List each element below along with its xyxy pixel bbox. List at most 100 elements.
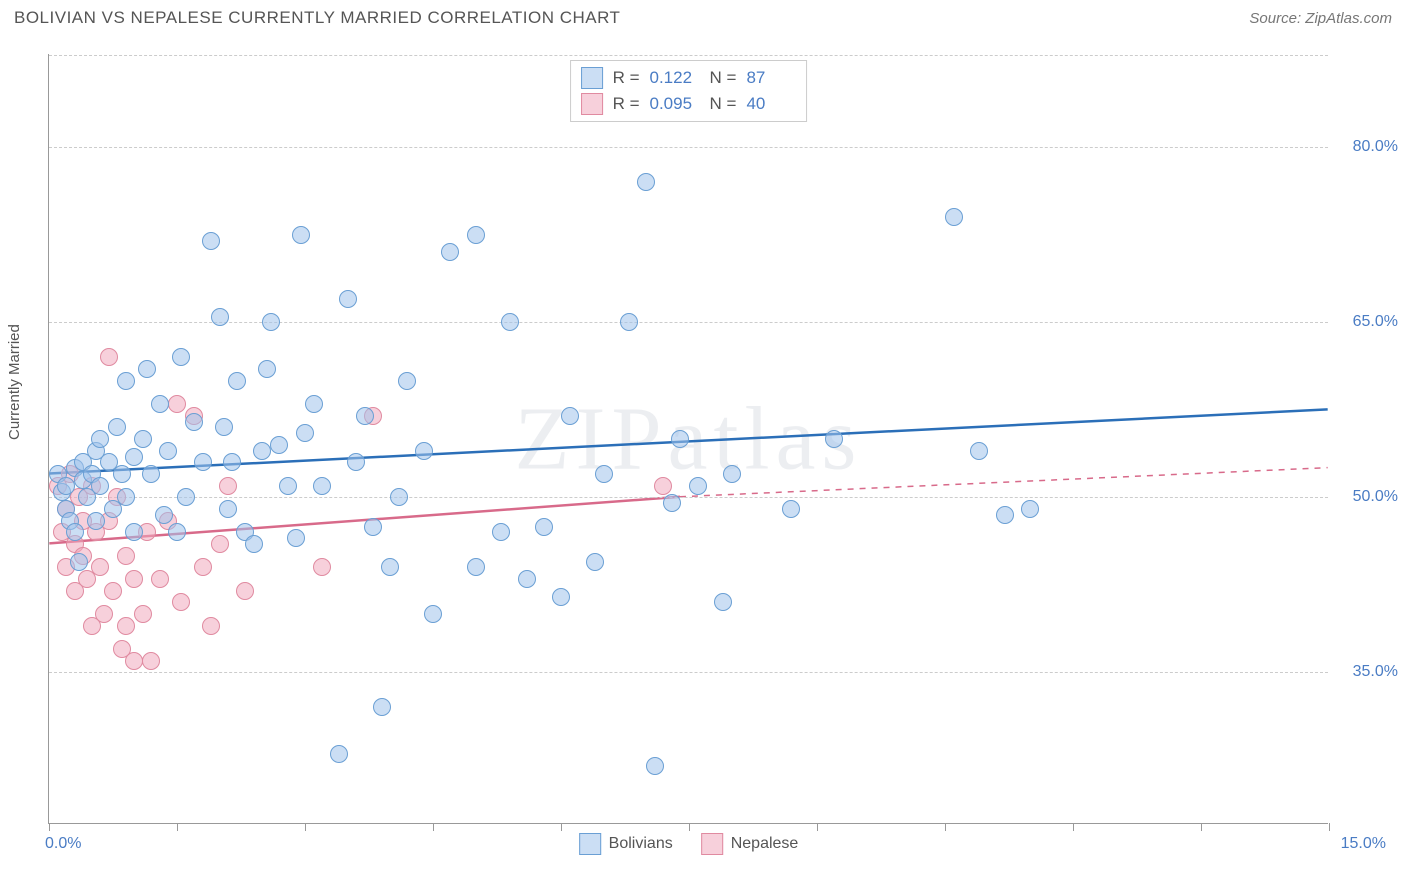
x-axis-max-label: 15.0%: [1341, 835, 1386, 853]
data-point-bolivians: [305, 395, 323, 413]
data-point-bolivians: [339, 290, 357, 308]
data-point-nepalese: [202, 617, 220, 635]
y-tick-label: 65.0%: [1338, 313, 1398, 331]
data-point-bolivians: [57, 477, 75, 495]
data-point-bolivians: [970, 442, 988, 460]
data-point-bolivians: [492, 523, 510, 541]
data-point-bolivians: [586, 553, 604, 571]
data-point-bolivians: [364, 518, 382, 536]
data-point-bolivians: [142, 465, 160, 483]
data-point-bolivians: [66, 523, 84, 541]
data-point-bolivians: [535, 518, 553, 536]
data-point-bolivians: [825, 430, 843, 448]
data-point-bolivians: [185, 413, 203, 431]
legend-row-bolivians: R = 0.122 N = 87: [581, 65, 797, 91]
y-axis-label: Currently Married: [6, 324, 23, 440]
data-point-bolivians: [671, 430, 689, 448]
data-point-bolivians: [258, 360, 276, 378]
data-point-bolivians: [159, 442, 177, 460]
data-point-nepalese: [134, 605, 152, 623]
data-point-nepalese: [654, 477, 672, 495]
x-tick: [817, 823, 818, 831]
data-point-bolivians: [172, 348, 190, 366]
data-point-bolivians: [87, 512, 105, 530]
data-point-bolivians: [262, 313, 280, 331]
data-point-bolivians: [689, 477, 707, 495]
data-point-bolivians: [270, 436, 288, 454]
data-point-bolivians: [381, 558, 399, 576]
legend-item-nepalese: Nepalese: [701, 833, 799, 855]
data-point-bolivians: [70, 553, 88, 571]
x-tick: [305, 823, 306, 831]
data-point-nepalese: [117, 547, 135, 565]
data-point-nepalese: [168, 395, 186, 413]
data-point-bolivians: [215, 418, 233, 436]
data-point-bolivians: [168, 523, 186, 541]
x-axis-min-label: 0.0%: [45, 835, 81, 853]
data-point-bolivians: [228, 372, 246, 390]
y-tick-label: 80.0%: [1338, 138, 1398, 156]
data-point-bolivians: [467, 558, 485, 576]
data-point-nepalese: [117, 617, 135, 635]
gridline: [49, 497, 1328, 498]
data-point-bolivians: [245, 535, 263, 553]
data-point-bolivians: [279, 477, 297, 495]
data-point-bolivians: [552, 588, 570, 606]
data-point-bolivians: [313, 477, 331, 495]
data-point-bolivians: [134, 430, 152, 448]
data-point-bolivians: [91, 430, 109, 448]
gridline: [49, 672, 1328, 673]
data-point-bolivians: [253, 442, 271, 460]
x-tick: [49, 823, 50, 831]
x-tick: [561, 823, 562, 831]
data-point-bolivians: [723, 465, 741, 483]
data-point-bolivians: [177, 488, 195, 506]
chart-header: BOLIVIAN VS NEPALESE CURRENTLY MARRIED C…: [0, 0, 1406, 34]
data-point-bolivians: [561, 407, 579, 425]
data-point-bolivians: [113, 465, 131, 483]
data-point-bolivians: [108, 418, 126, 436]
data-point-nepalese: [95, 605, 113, 623]
data-point-bolivians: [996, 506, 1014, 524]
data-point-bolivians: [782, 500, 800, 518]
x-tick: [177, 823, 178, 831]
data-point-bolivians: [155, 506, 173, 524]
data-point-bolivians: [398, 372, 416, 390]
data-point-bolivians: [637, 173, 655, 191]
x-tick: [433, 823, 434, 831]
x-tick: [1073, 823, 1074, 831]
data-point-bolivians: [390, 488, 408, 506]
legend-swatch-icon: [701, 833, 723, 855]
scatter-plot-area: ZIPatlas R = 0.122 N = 87 R = 0.095 N = …: [48, 54, 1328, 824]
x-tick: [945, 823, 946, 831]
data-point-bolivians: [518, 570, 536, 588]
correlation-legend: R = 0.122 N = 87 R = 0.095 N = 40: [570, 60, 808, 122]
data-point-bolivians: [117, 488, 135, 506]
data-point-bolivians: [467, 226, 485, 244]
data-point-bolivians: [292, 226, 310, 244]
data-point-bolivians: [223, 453, 241, 471]
data-point-bolivians: [646, 757, 664, 775]
y-tick-label: 50.0%: [1338, 488, 1398, 506]
data-point-nepalese: [125, 570, 143, 588]
data-point-nepalese: [151, 570, 169, 588]
series-legend: Bolivians Nepalese: [579, 833, 799, 855]
data-point-bolivians: [714, 593, 732, 611]
x-tick: [1329, 823, 1330, 831]
data-point-bolivians: [194, 453, 212, 471]
data-point-bolivians: [117, 372, 135, 390]
data-point-nepalese: [125, 652, 143, 670]
data-point-bolivians: [663, 494, 681, 512]
data-point-bolivians: [356, 407, 374, 425]
data-point-bolivians: [151, 395, 169, 413]
data-point-bolivians: [202, 232, 220, 250]
data-point-nepalese: [194, 558, 212, 576]
data-point-nepalese: [313, 558, 331, 576]
data-point-nepalese: [142, 652, 160, 670]
legend-item-bolivians: Bolivians: [579, 833, 673, 855]
gridline: [49, 55, 1328, 56]
data-point-bolivians: [501, 313, 519, 331]
data-point-bolivians: [125, 448, 143, 466]
legend-row-nepalese: R = 0.095 N = 40: [581, 91, 797, 117]
data-point-bolivians: [219, 500, 237, 518]
